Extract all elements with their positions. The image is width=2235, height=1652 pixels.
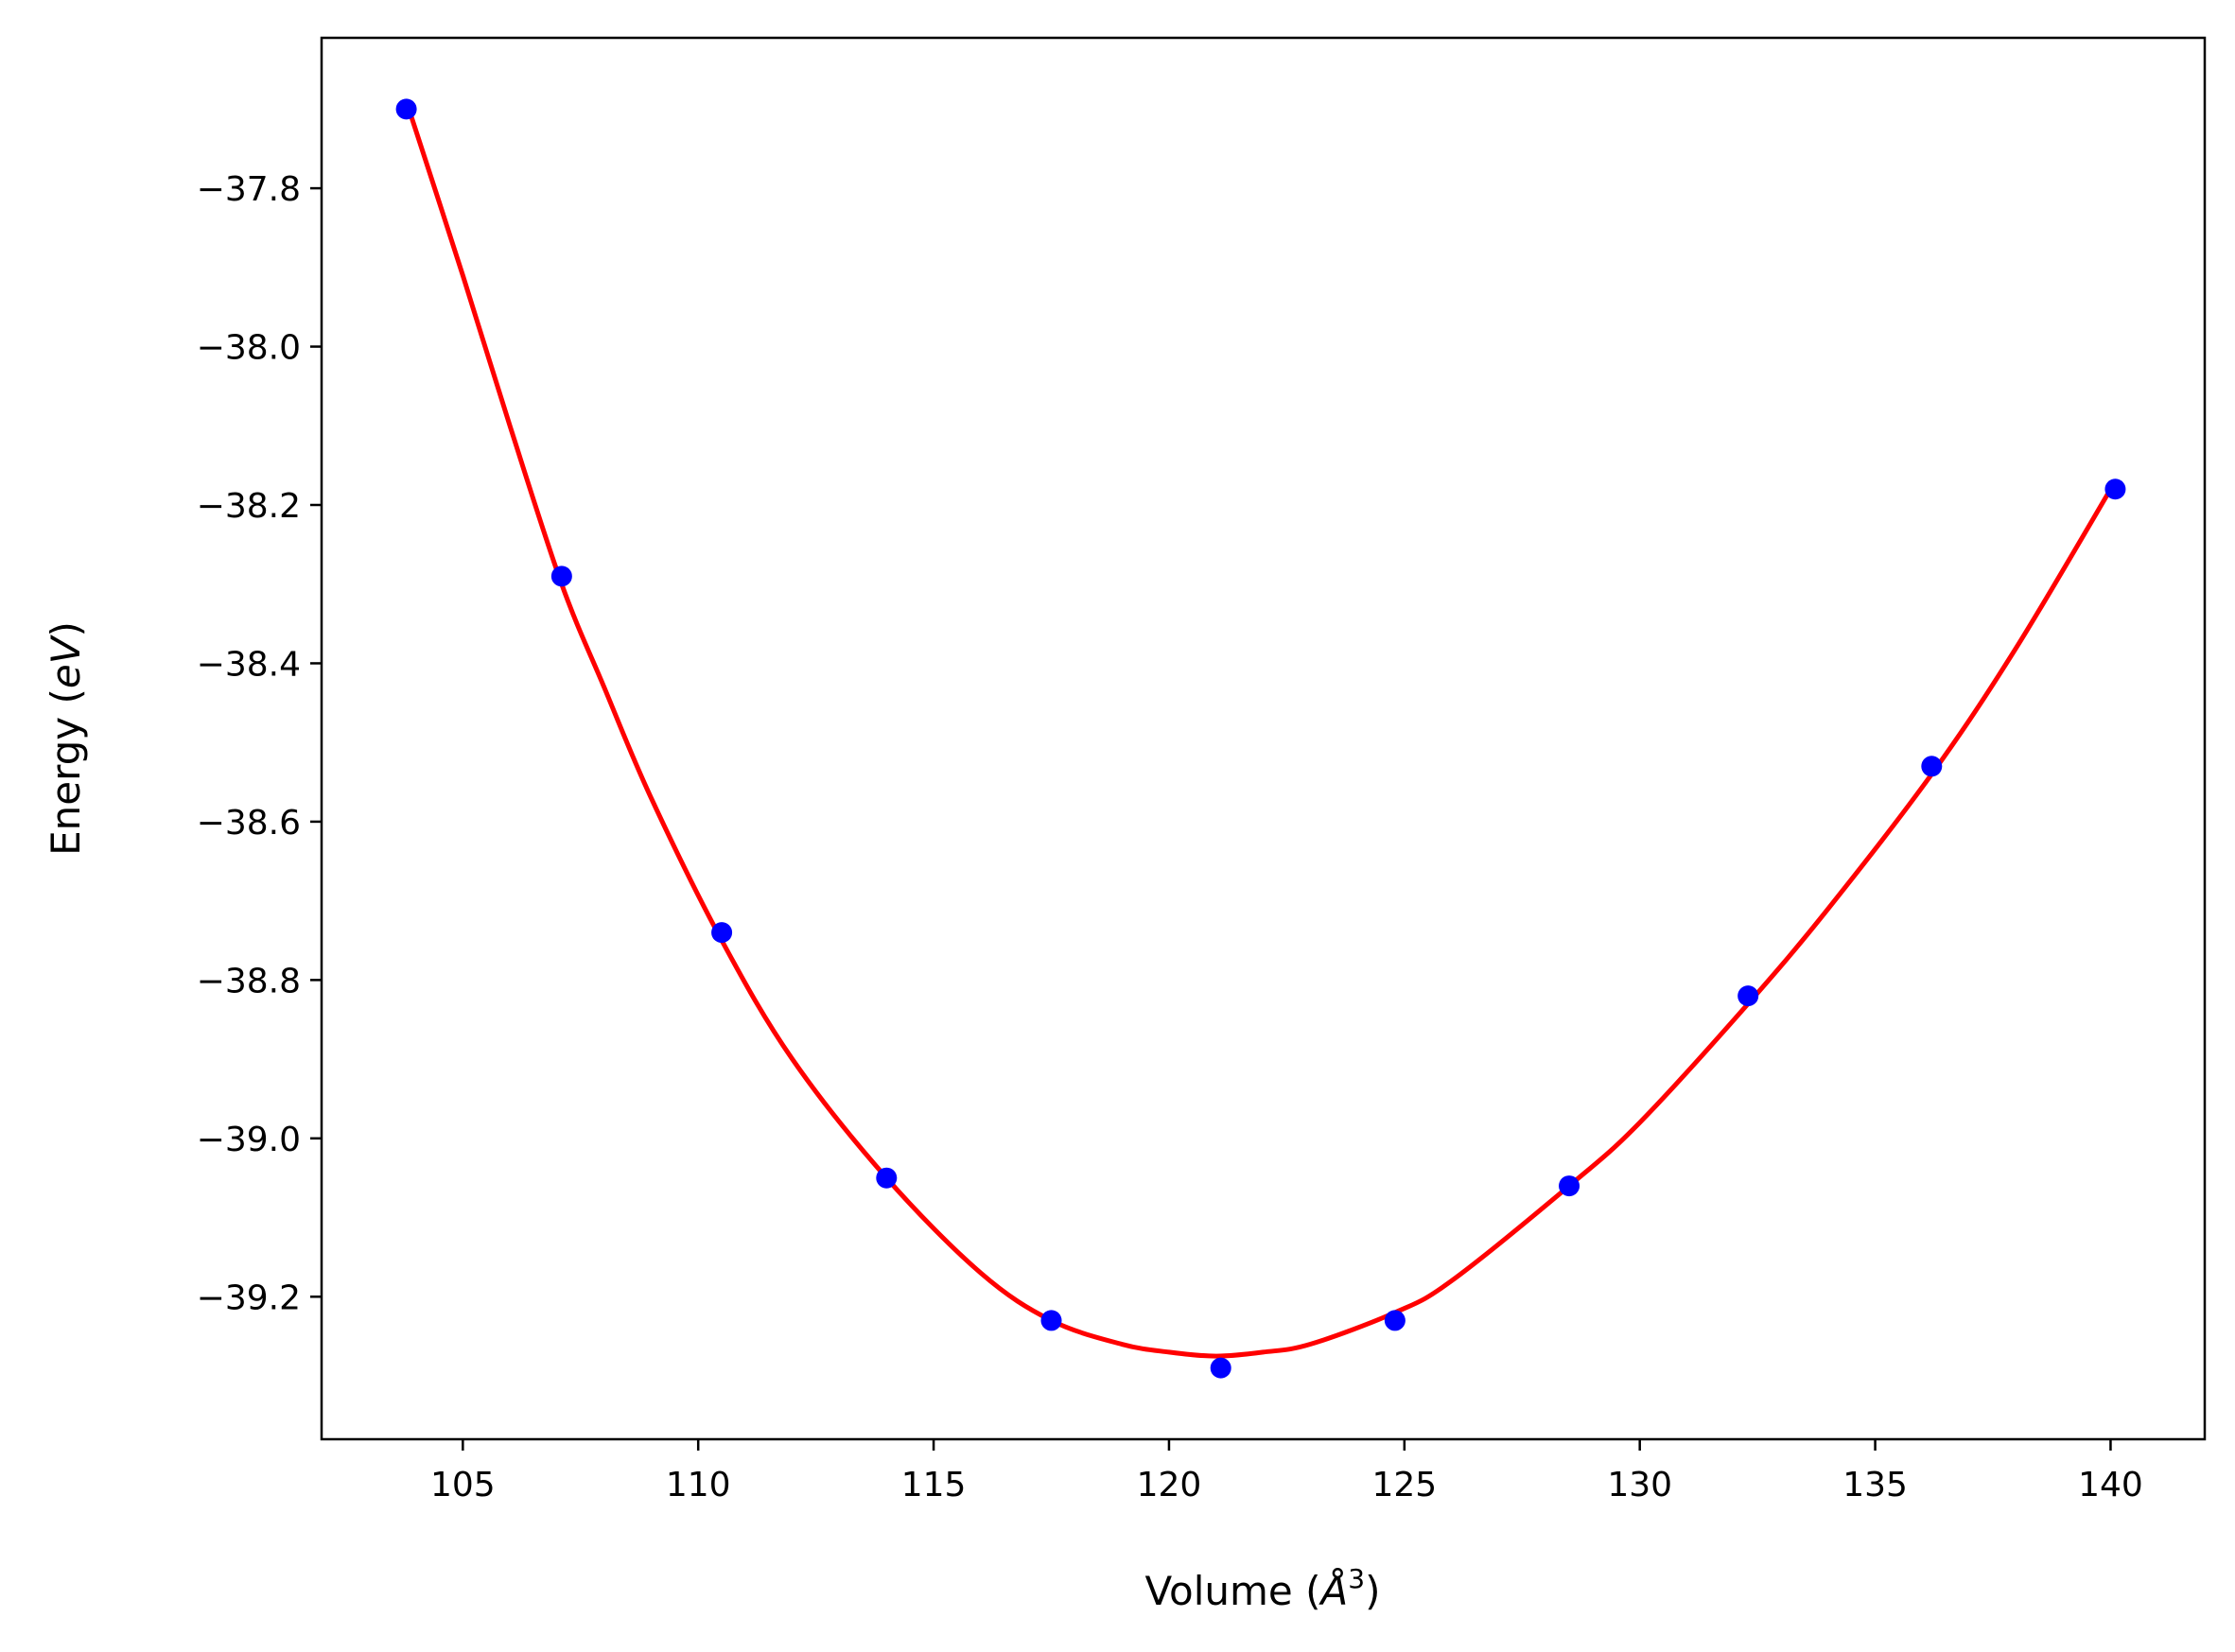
- y-tick-label: −38.2: [197, 487, 301, 526]
- fit-curve: [404, 100, 2118, 1359]
- x-tick-label: 110: [666, 1466, 731, 1504]
- x-axis-label-exponent: 3: [1348, 1563, 1365, 1594]
- y-tick-label: −38.6: [197, 804, 301, 843]
- y-axis-label-close: ): [43, 621, 89, 636]
- data-point: [395, 98, 417, 120]
- x-tick-label: 135: [1842, 1466, 1908, 1504]
- y-tick-label: −38.4: [197, 645, 301, 684]
- y-tick-label: −38.8: [197, 962, 301, 1000]
- x-tick-label: 105: [430, 1466, 496, 1504]
- x-tick-label: 125: [1371, 1466, 1437, 1504]
- data-point: [2104, 478, 2126, 500]
- y-tick-label: −37.8: [197, 170, 301, 209]
- data-point: [1384, 1310, 1406, 1331]
- plot-content: [395, 98, 2126, 1379]
- y-axis-label-unit: eV: [43, 634, 89, 688]
- y-axis-label-main: Energy (: [43, 688, 89, 856]
- x-tick-label: 115: [901, 1466, 967, 1504]
- data-point: [1559, 1175, 1580, 1197]
- x-axis-label: Volume (Å3): [1145, 1563, 1381, 1614]
- data-points: [395, 98, 2126, 1379]
- x-tick-label: 130: [1607, 1466, 1672, 1504]
- data-point: [1921, 756, 1943, 777]
- data-point: [711, 922, 733, 944]
- y-tick-label: −39.2: [197, 1278, 301, 1317]
- x-tick-label: 120: [1137, 1466, 1202, 1504]
- x-axis-ticks: 105 110 115 120 125 130 135 140: [430, 1439, 2143, 1504]
- data-point: [1210, 1357, 1231, 1379]
- y-axis-ticks: −37.8 −38.0 −38.2 −38.4 −38.6 −38.8 −39.0 −39.2: [197, 170, 322, 1317]
- x-axis-label-main: Volume (: [1145, 1568, 1321, 1614]
- data-point: [550, 565, 572, 587]
- x-axis-label-unit: Å: [1318, 1567, 1349, 1614]
- plot-frame: [320, 36, 2207, 1441]
- x-tick-label: 140: [2078, 1466, 2143, 1504]
- data-point: [1040, 1310, 1062, 1331]
- y-axis-label: Energy (eV): [43, 621, 89, 856]
- x-axis-label-close: ): [1365, 1568, 1380, 1614]
- y-tick-label: −39.0: [197, 1121, 301, 1159]
- data-point: [876, 1167, 898, 1189]
- data-point: [1737, 985, 1759, 1007]
- y-tick-label: −38.0: [197, 329, 301, 368]
